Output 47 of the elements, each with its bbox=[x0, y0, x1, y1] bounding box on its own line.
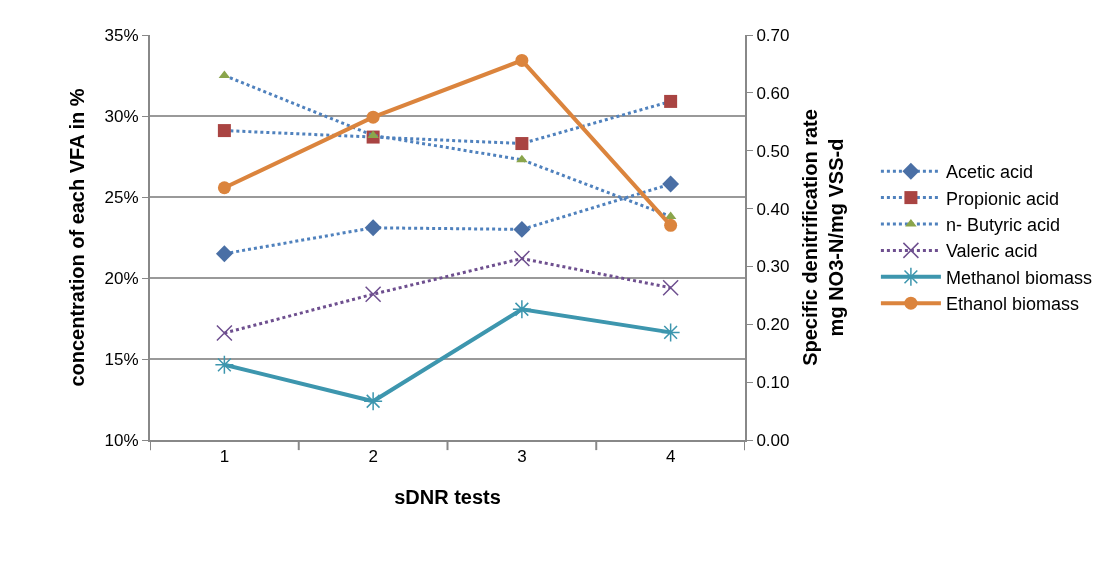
legend-label: n- Butyric acid bbox=[945, 215, 1060, 236]
point bbox=[363, 391, 383, 411]
y2-tick-label: 0.60 bbox=[756, 83, 790, 103]
x-axis-title: sDNR tests bbox=[394, 486, 501, 509]
point bbox=[664, 94, 678, 108]
legend-label: Valeric acid bbox=[945, 241, 1038, 262]
y-axis-title: concentration of each VFA in % bbox=[65, 88, 88, 387]
x-tick-label: 1 bbox=[219, 447, 230, 467]
point bbox=[366, 110, 380, 124]
y2-tick-label: 0.70 bbox=[756, 25, 790, 45]
y2-tick-label: 0.40 bbox=[756, 199, 790, 219]
point bbox=[662, 279, 679, 296]
y2-tick-label: 0.20 bbox=[756, 315, 790, 335]
point bbox=[515, 137, 529, 151]
point bbox=[512, 299, 532, 319]
point bbox=[515, 53, 529, 67]
y2-tick-label: 0.00 bbox=[756, 430, 790, 450]
x-tick-label: 3 bbox=[517, 447, 527, 467]
point bbox=[214, 355, 235, 375]
point bbox=[664, 218, 678, 232]
y-tick-label: 15% bbox=[104, 349, 139, 369]
y-tick-label: 20% bbox=[104, 268, 139, 288]
y2-tick-label: 0.10 bbox=[756, 373, 790, 393]
legend-label: Ethanol biomass bbox=[945, 294, 1079, 315]
point bbox=[513, 220, 531, 238]
y2-tick-label: 0.30 bbox=[756, 257, 790, 277]
y-tick-label: 25% bbox=[104, 187, 139, 207]
point bbox=[364, 219, 382, 237]
point bbox=[513, 250, 531, 267]
y-tick-label: 10% bbox=[104, 430, 139, 450]
legend-label: Methanol biomass bbox=[945, 267, 1092, 288]
point bbox=[215, 245, 233, 263]
x-tick-label: 4 bbox=[665, 447, 676, 467]
point bbox=[217, 124, 231, 138]
legend-label: Propionic acid bbox=[945, 188, 1059, 209]
point bbox=[660, 322, 681, 343]
point bbox=[516, 154, 528, 163]
point bbox=[662, 175, 680, 193]
y-tick-label: 30% bbox=[104, 106, 139, 126]
legend-label: Acetic acid bbox=[945, 162, 1033, 183]
y-tick-label: 35% bbox=[104, 25, 139, 45]
point bbox=[364, 285, 382, 303]
x-tick-label: 2 bbox=[368, 447, 378, 467]
y2-tick-label: 0.50 bbox=[756, 141, 790, 161]
point bbox=[216, 324, 233, 342]
y2-axis-title: Specific denitrification rate mg NO3-N/mg VSS-d bbox=[799, 109, 848, 366]
point bbox=[217, 181, 231, 195]
